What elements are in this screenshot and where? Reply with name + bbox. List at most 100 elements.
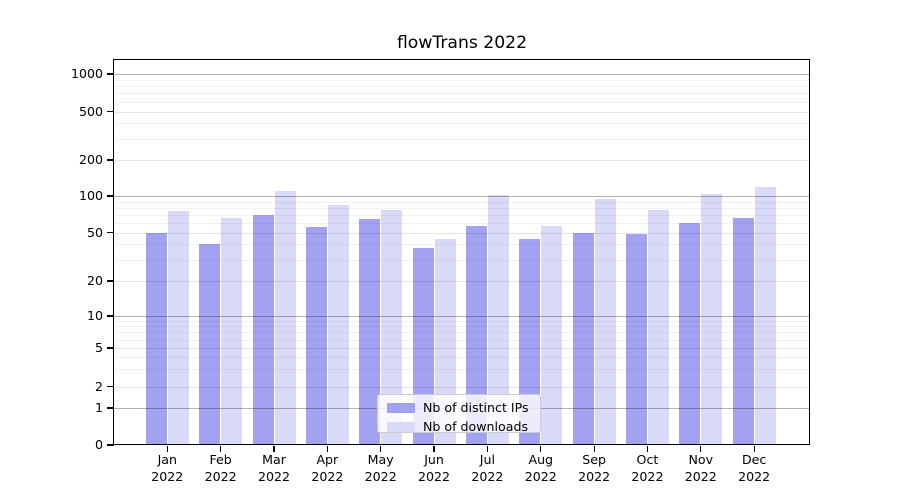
y-tick-label-20: 20 [86,273,103,288]
gridline-3 [114,369,810,371]
gridline-8 [114,326,810,328]
y-tick-1 [107,407,114,409]
x-tick-label-mar: Mar 2022 [257,452,291,484]
gridline-900 [114,79,810,81]
bar-nb-of-downloads-nov [701,194,723,445]
bar-nb-of-distinct-ips-dec [732,217,754,445]
y-tick-500 [107,110,114,113]
y-tick-0 [107,444,114,446]
x-tick-nov [700,445,702,452]
bar-nb-of-distinct-ips-jan [145,232,167,445]
gridline-400 [114,123,810,125]
y-tick-20 [107,280,114,282]
x-tick-label-nov: Nov 2022 [684,452,717,484]
y-tick-label-500: 500 [78,103,103,119]
x-tick-jan [166,445,168,452]
bar-nb-of-distinct-ips-oct [625,233,647,445]
chart-title: flowTrans 2022 [396,33,528,53]
bar-nb-of-downloads-jan [167,211,189,445]
x-tick-label-may: May 2022 [364,452,397,484]
legend-item-downloads: Nb of downloads [387,419,531,434]
x-tick-label-feb: Feb 2022 [204,452,237,484]
bar-nb-of-distinct-ips-nov [679,222,701,445]
bar-nb-of-distinct-ips-jul [465,225,487,445]
x-tick-label-sep: Sep 2022 [578,452,611,484]
y-tick-50 [107,231,114,234]
bar-nb-of-downloads-dec [754,186,776,445]
gridline-60 [114,222,810,224]
gridline-70 [114,214,810,216]
y-tick-100 [107,195,114,197]
y-tick-label-2: 2 [94,378,103,394]
x-tick-feb [220,445,222,452]
plot-area [114,60,810,445]
gridline-40 [114,244,810,246]
x-tick-label-aug: Aug 2022 [524,452,557,484]
gridline-5 [114,348,810,349]
gridline-20 [114,281,810,282]
gridline-90 [114,201,810,203]
bar-nb-of-downloads-oct [647,209,669,445]
gridline-100 [114,196,810,197]
x-tick-label-oct: Oct 2022 [631,452,664,484]
bar-nb-of-downloads-jun [434,239,456,445]
x-tick-sep [593,445,595,452]
gridline-80 [114,207,810,209]
y-tick-label-0: 0 [94,437,103,452]
bar-nb-of-downloads-mar [274,191,296,445]
gridline-500 [114,111,810,113]
bar-nb-of-distinct-ips-mar [252,214,274,445]
bar-nb-of-distinct-ips-aug [519,239,541,445]
x-tick-dec [753,445,755,452]
x-tick-label-jul: Jul 2022 [471,452,504,484]
x-tick-may [380,445,382,452]
bar-nb-of-downloads-feb [221,217,243,445]
x-tick-jun [433,445,435,452]
y-tick-label-10: 10 [86,308,103,323]
gridline-800 [114,86,810,88]
legend-label-distinct-ips: Nb of distinct IPs [423,399,529,415]
y-tick-label-1000: 1000 [70,66,103,81]
gridline-4 [114,357,810,359]
y-tick-10 [107,315,114,317]
legend-swatch-distinct-ips [387,402,415,413]
x-tick-apr [326,445,329,452]
legend-item-distinct-ips: Nb of distinct IPs [387,400,531,415]
x-tick-mar [273,445,275,452]
y-tick-1000 [107,73,114,75]
gridline-1000 [114,74,810,75]
x-tick-label-dec: Dec 2022 [738,452,771,484]
bar-nb-of-distinct-ips-apr [305,226,327,445]
gridline-30 [114,259,810,261]
y-tick-label-50: 50 [86,224,103,240]
gridline-600 [114,101,810,103]
gridline-7 [114,332,810,334]
bar-nb-of-downloads-may [381,209,403,445]
y-tick-2 [107,385,114,388]
y-tick-label-200: 200 [78,152,103,167]
gridline-700 [114,93,810,95]
y-tick-200 [107,159,114,161]
gridline-300 [114,138,810,140]
bar-nb-of-downloads-apr [327,205,349,445]
y-tick-label-5: 5 [94,340,103,355]
legend-swatch-downloads [387,421,415,432]
legend-label-downloads: Nb of downloads [423,418,529,434]
gridline-9 [114,320,810,322]
gridline-10 [114,316,810,317]
bar-nb-of-distinct-ips-may [359,218,381,445]
x-tick-label-jan: Jan 2022 [151,452,184,484]
bar-nb-of-distinct-ips-sep [572,232,594,445]
bar-nb-of-downloads-aug [541,225,563,445]
gridline-200 [114,160,810,161]
y-tick-label-1: 1 [94,400,103,415]
y-tick-5 [107,347,114,349]
x-tick-oct [646,445,649,452]
gridline-50 [114,232,810,234]
y-tick-label-100: 100 [78,188,103,203]
x-tick-label-jun: Jun 2022 [418,452,451,484]
x-tick-jul [486,445,489,452]
bar-nb-of-downloads-jul [487,194,509,445]
bar-nb-of-distinct-ips-feb [199,244,221,445]
